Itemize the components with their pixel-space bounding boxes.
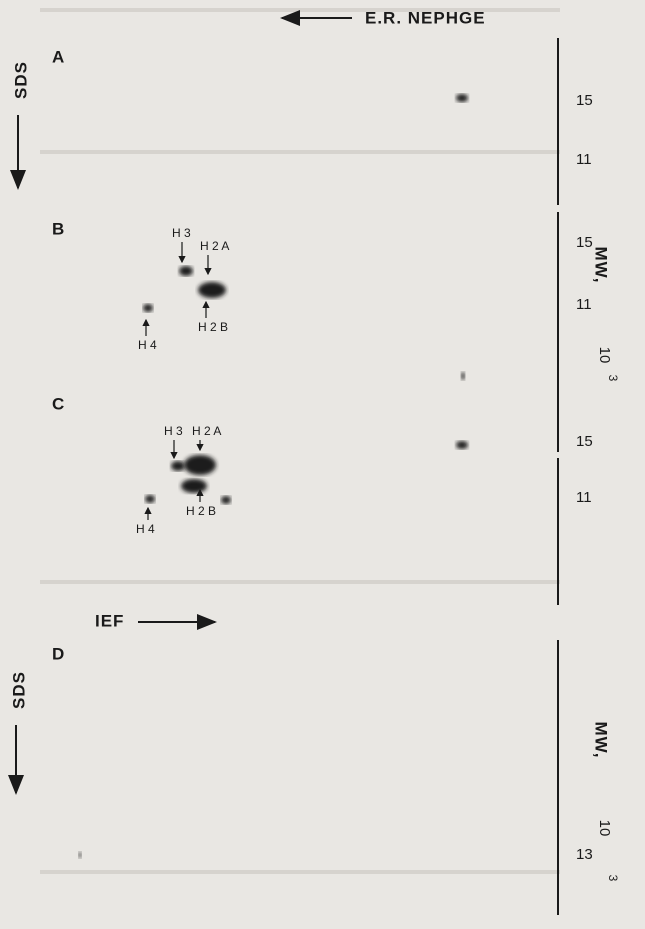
spot-label: H 2 A (192, 424, 221, 438)
spot-label: H 2 B (198, 320, 228, 334)
mw-base: 10 (596, 820, 613, 837)
mw-label: MW, (592, 722, 611, 759)
spot (179, 266, 193, 276)
spot-label: H 3 (172, 226, 191, 240)
mw-exponent: 3 (606, 375, 620, 382)
mw-tick: 15 (576, 234, 593, 251)
mw-tick: 11 (576, 151, 592, 168)
direction-label: IEF (95, 611, 124, 630)
mw-tick: 15 (576, 92, 593, 109)
spot (198, 282, 226, 298)
direction-label: E.R. NEPHGE (365, 8, 486, 27)
spot (456, 94, 468, 102)
axis-label: SDS (9, 671, 28, 709)
mw-tick: 11 (576, 296, 592, 313)
spot (461, 372, 465, 380)
mw-tick: 13 (576, 846, 593, 863)
mw-label: MW, (592, 247, 611, 284)
spot (456, 441, 468, 449)
spot-label: H 4 (136, 522, 155, 536)
mw-tick: 11 (576, 489, 592, 506)
panel-letter: B (52, 219, 65, 238)
spot (171, 461, 185, 471)
axis-label: SDS (11, 61, 30, 99)
panel-letter: C (52, 394, 65, 413)
spot-label: H 4 (138, 338, 157, 352)
show-through (40, 8, 560, 874)
spot (78, 852, 82, 858)
spot-label: H 2 B (186, 504, 216, 518)
spot (145, 495, 155, 503)
mw-tick: 15 (576, 433, 593, 450)
spot (181, 479, 207, 493)
mw-base: 10 (596, 347, 613, 364)
spot-label: H 2 A (200, 239, 229, 253)
spot (184, 455, 216, 475)
mw-exponent: 3 (606, 875, 620, 882)
spot-label: H 3 (164, 424, 183, 438)
panel-letter: D (52, 644, 65, 663)
spot (221, 496, 231, 504)
panel-letter: A (52, 47, 65, 66)
spot (143, 304, 153, 312)
